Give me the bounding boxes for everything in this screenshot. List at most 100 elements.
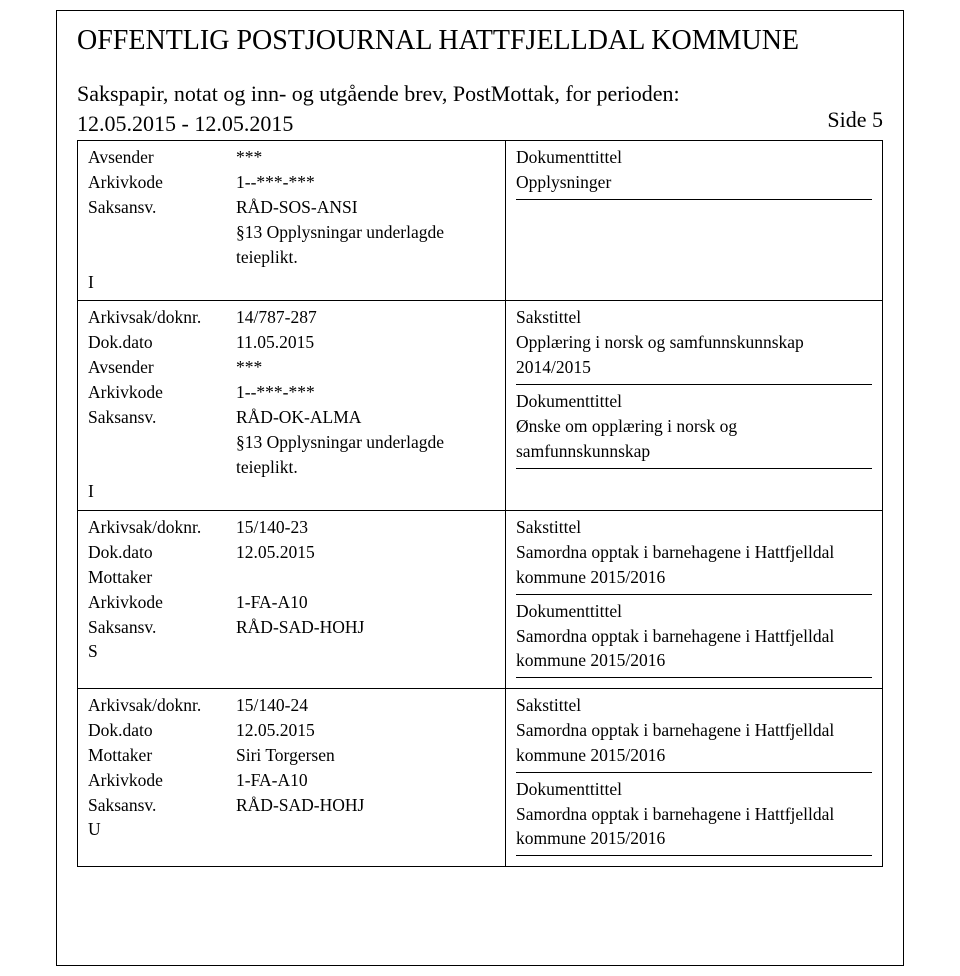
sakstittel-text: Samordna opptak i barnehagene i Hattfjel… — [516, 718, 872, 743]
record-field-key: Arkivkode — [88, 768, 236, 793]
record-type-marker-value: I — [88, 479, 236, 504]
record-type-marker: U — [88, 817, 495, 842]
record-field-value: 15/140-24 — [236, 693, 495, 718]
dokumenttittel-text: Ønske om opplæring i norsk og — [516, 414, 872, 439]
record-field-row: Arkivsak/doknr.15/140-23 — [88, 515, 495, 540]
record-right-column: SakstittelOpplæring i norsk og samfunnsk… — [506, 301, 882, 510]
record-field-key: Arkivsak/doknr. — [88, 515, 236, 540]
divider — [516, 594, 872, 595]
record-field-key: Saksansv. — [88, 195, 236, 220]
page-subtitle: Sakspapir, notat og inn- og utgående bre… — [77, 79, 757, 138]
record-field-row: Dok.dato11.05.2015 — [88, 330, 495, 355]
record-field-value: *** — [236, 355, 495, 380]
record-field-row: Dok.dato12.05.2015 — [88, 718, 495, 743]
record-left-column: Arkivsak/doknr.14/787-287Dok.dato11.05.2… — [78, 301, 506, 510]
record-field-value: §13 Opplysningar underlagde teieplikt. — [236, 220, 495, 270]
record-field-value: RÅD-SAD-HOHJ — [236, 615, 495, 640]
sakstittel-text: kommune 2015/2016 — [516, 743, 872, 768]
sakstittel-text: kommune 2015/2016 — [516, 565, 872, 590]
record-field-value: 1--***-*** — [236, 170, 495, 195]
record-field-key: Avsender — [88, 355, 236, 380]
divider — [516, 199, 872, 200]
sakstittel-text: Opplæring i norsk og samfunnskunnskap — [516, 330, 872, 355]
record-field-value: 14/787-287 — [236, 305, 495, 330]
record-field-value: 11.05.2015 — [236, 330, 495, 355]
divider — [516, 384, 872, 385]
record-type-marker-value: I — [88, 270, 236, 295]
record-field-key: Arkivkode — [88, 380, 236, 405]
record-field-row: Saksansv.RÅD-SAD-HOHJ — [88, 615, 495, 640]
sakstittel-label: Sakstittel — [516, 305, 872, 330]
record-left-column: Avsender***Arkivkode1--***-***Saksansv.R… — [78, 141, 506, 300]
record-field-row: Saksansv.RÅD-OK-ALMA — [88, 405, 495, 430]
record-field-row: Arkivsak/doknr.14/787-287 — [88, 305, 495, 330]
record-field-row: Saksansv.RÅD-SAD-HOHJ — [88, 793, 495, 818]
record-type-marker-value: U — [88, 817, 236, 842]
page-title: OFFENTLIG POSTJOURNAL HATTFJELLDAL KOMMU… — [77, 25, 883, 57]
record-type-marker: I — [88, 270, 495, 295]
record-field-row: MottakerSiri Torgersen — [88, 743, 495, 768]
dokumenttittel-text: Samordna opptak i barnehagene i Hattfjel… — [516, 802, 872, 827]
page-number: Side 5 — [827, 107, 883, 133]
record-field-row: Arkivkode1--***-*** — [88, 170, 495, 195]
dokumenttittel-label: Dokumenttittel — [516, 599, 872, 624]
record-field-row: Avsender*** — [88, 145, 495, 170]
record-field-key: Arkivsak/doknr. — [88, 305, 236, 330]
divider — [516, 772, 872, 773]
dokumenttittel-label: Dokumenttittel — [516, 145, 872, 170]
dokumenttittel-label: Dokumenttittel — [516, 389, 872, 414]
record-type-marker: S — [88, 639, 495, 664]
record-field-row: Avsender*** — [88, 355, 495, 380]
record-field-value: 15/140-23 — [236, 515, 495, 540]
record-field-value: RÅD-OK-ALMA — [236, 405, 495, 430]
record-field-value: RÅD-SOS-ANSI — [236, 195, 495, 220]
record-field-value: 1-FA-A10 — [236, 768, 495, 793]
record-field-key: Dok.dato — [88, 540, 236, 565]
record-field-row: Arkivkode1-FA-A10 — [88, 590, 495, 615]
record-field-key: Arkivsak/doknr. — [88, 693, 236, 718]
subtitle-row: Sakspapir, notat og inn- og utgående bre… — [77, 79, 883, 138]
record-field-key: Saksansv. — [88, 793, 236, 818]
record-field-value: 1-FA-A10 — [236, 590, 495, 615]
journal-record: Arkivsak/doknr.14/787-287Dok.dato11.05.2… — [78, 300, 882, 510]
record-field-value: *** — [236, 145, 495, 170]
record-field-row: Saksansv.RÅD-SOS-ANSI — [88, 195, 495, 220]
record-field-row: Arkivsak/doknr.15/140-24 — [88, 693, 495, 718]
record-field-key: Mottaker — [88, 743, 236, 768]
record-field-key: Arkivkode — [88, 590, 236, 615]
dokumenttittel-text: kommune 2015/2016 — [516, 826, 872, 851]
record-field-row: Mottaker — [88, 565, 495, 590]
record-field-key: Mottaker — [88, 565, 236, 590]
document-frame: OFFENTLIG POSTJOURNAL HATTFJELLDAL KOMMU… — [56, 10, 904, 966]
record-field-key: Saksansv. — [88, 615, 236, 640]
record-field-row: §13 Opplysningar underlagde teieplikt. — [88, 430, 495, 480]
sakstittel-text: Samordna opptak i barnehagene i Hattfjel… — [516, 540, 872, 565]
record-field-key — [88, 220, 236, 270]
record-field-key: Saksansv. — [88, 405, 236, 430]
record-right-column: SakstittelSamordna opptak i barnehagene … — [506, 511, 882, 688]
divider — [516, 855, 872, 856]
divider — [516, 468, 872, 469]
dokumenttittel-label: Dokumenttittel — [516, 777, 872, 802]
record-field-key: Dok.dato — [88, 330, 236, 355]
record-field-value — [236, 565, 495, 590]
record-left-column: Arkivsak/doknr.15/140-23Dok.dato12.05.20… — [78, 511, 506, 688]
divider — [516, 677, 872, 678]
record-field-key: Dok.dato — [88, 718, 236, 743]
dokumenttittel-text: Samordna opptak i barnehagene i Hattfjel… — [516, 624, 872, 649]
record-field-row: Arkivkode1--***-*** — [88, 380, 495, 405]
record-field-value: 12.05.2015 — [236, 718, 495, 743]
dokumenttittel-text: Opplysninger — [516, 170, 872, 195]
journal-record: Arkivsak/doknr.15/140-23Dok.dato12.05.20… — [78, 510, 882, 688]
records-frame: Avsender***Arkivkode1--***-***Saksansv.R… — [77, 140, 883, 867]
sakstittel-label: Sakstittel — [516, 515, 872, 540]
record-field-row: §13 Opplysningar underlagde teieplikt. — [88, 220, 495, 270]
dokumenttittel-text: kommune 2015/2016 — [516, 648, 872, 673]
dokumenttittel-text: samfunnskunnskap — [516, 439, 872, 464]
record-right-column: SakstittelSamordna opptak i barnehagene … — [506, 689, 882, 866]
record-field-value: 1--***-*** — [236, 380, 495, 405]
sakstittel-label: Sakstittel — [516, 693, 872, 718]
record-field-row: Dok.dato12.05.2015 — [88, 540, 495, 565]
record-field-value: 12.05.2015 — [236, 540, 495, 565]
record-field-row: Arkivkode1-FA-A10 — [88, 768, 495, 793]
